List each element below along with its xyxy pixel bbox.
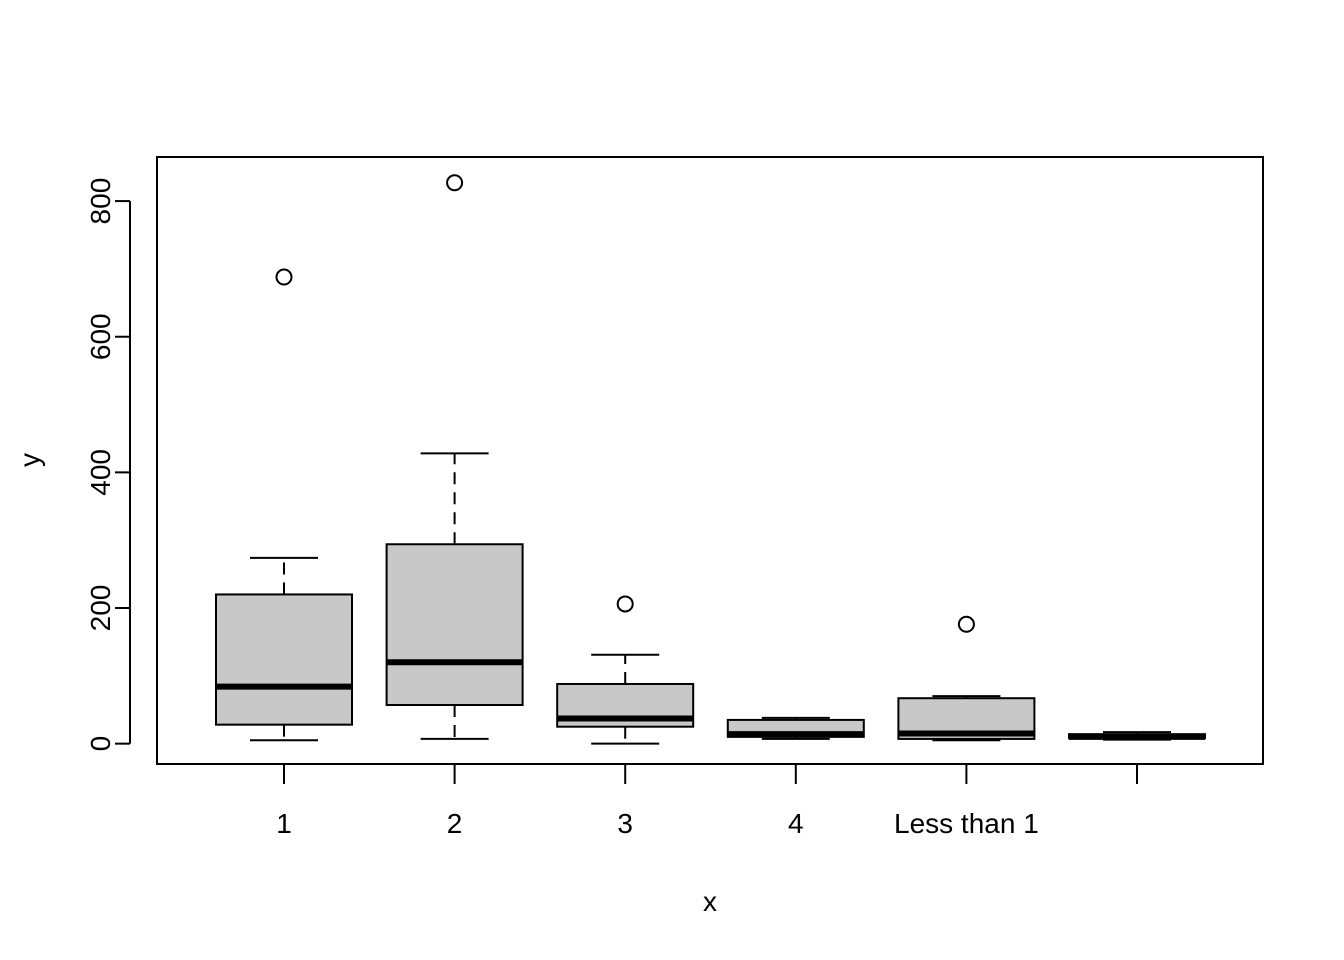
x-tick-label: Less than 1 <box>894 808 1039 839</box>
x-axis-label: x <box>703 886 717 917</box>
boxplot-series <box>215 174 1206 745</box>
x-axis: 1 2 3 4 Less than 1 <box>276 764 1138 839</box>
box-group <box>726 716 865 740</box>
outlier-point <box>446 174 464 192</box>
outlier-point <box>957 615 975 633</box>
y-tick-label: 600 <box>85 313 116 360</box>
x-tick-label: 2 <box>447 808 463 839</box>
y-axis: 0 200 400 600 800 <box>85 178 131 752</box>
box-body <box>385 543 524 706</box>
box-group <box>1068 731 1206 741</box>
outlier-point <box>616 595 634 613</box>
y-tick-label: 400 <box>85 449 116 496</box>
y-tick-label: 800 <box>85 178 116 225</box>
box-body <box>215 593 353 726</box>
plot-frame <box>156 156 1264 765</box>
outlier-point <box>275 268 293 286</box>
box-group <box>385 174 524 740</box>
x-tick-label: 3 <box>617 808 633 839</box>
y-tick-label: 200 <box>85 585 116 632</box>
y-axis-label: y <box>14 453 45 467</box>
x-tick-label: 1 <box>276 808 292 839</box>
y-tick-label: 0 <box>85 736 116 752</box>
box-group <box>897 615 1036 742</box>
x-tick-label: 4 <box>788 808 804 839</box>
box-group <box>215 268 353 742</box>
box-group <box>556 595 695 745</box>
